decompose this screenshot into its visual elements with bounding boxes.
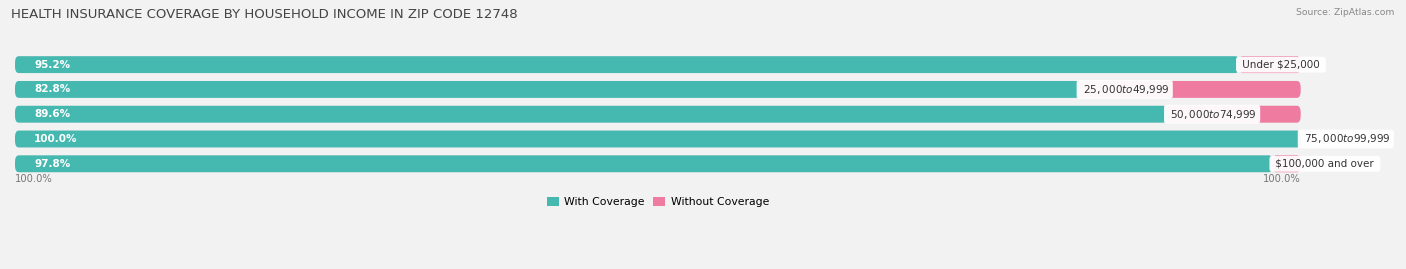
Text: 82.8%: 82.8% bbox=[34, 84, 70, 94]
FancyBboxPatch shape bbox=[15, 56, 1301, 73]
FancyBboxPatch shape bbox=[1167, 106, 1301, 123]
Text: $25,000 to $49,999: $25,000 to $49,999 bbox=[1080, 83, 1170, 96]
Text: $50,000 to $74,999: $50,000 to $74,999 bbox=[1167, 108, 1257, 121]
Text: 89.6%: 89.6% bbox=[34, 109, 70, 119]
FancyBboxPatch shape bbox=[1080, 81, 1301, 98]
Text: 100.0%: 100.0% bbox=[34, 134, 77, 144]
FancyBboxPatch shape bbox=[1272, 155, 1301, 172]
Text: Source: ZipAtlas.com: Source: ZipAtlas.com bbox=[1296, 8, 1395, 17]
Text: 97.8%: 97.8% bbox=[34, 159, 70, 169]
Text: $75,000 to $99,999: $75,000 to $99,999 bbox=[1301, 133, 1391, 146]
Text: 100.0%: 100.0% bbox=[1263, 174, 1301, 184]
FancyBboxPatch shape bbox=[15, 155, 1301, 172]
FancyBboxPatch shape bbox=[15, 106, 1167, 123]
FancyBboxPatch shape bbox=[15, 81, 1080, 98]
FancyBboxPatch shape bbox=[15, 155, 1272, 172]
FancyBboxPatch shape bbox=[15, 130, 1301, 147]
FancyBboxPatch shape bbox=[15, 56, 1239, 73]
FancyBboxPatch shape bbox=[1239, 56, 1301, 73]
FancyBboxPatch shape bbox=[15, 81, 1301, 98]
Text: HEALTH INSURANCE COVERAGE BY HOUSEHOLD INCOME IN ZIP CODE 12748: HEALTH INSURANCE COVERAGE BY HOUSEHOLD I… bbox=[11, 8, 517, 21]
Text: 100.0%: 100.0% bbox=[15, 174, 53, 184]
FancyBboxPatch shape bbox=[15, 130, 1301, 147]
FancyBboxPatch shape bbox=[15, 106, 1301, 123]
Text: 95.2%: 95.2% bbox=[34, 60, 70, 70]
Legend: With Coverage, Without Coverage: With Coverage, Without Coverage bbox=[543, 193, 773, 212]
Text: Under $25,000: Under $25,000 bbox=[1239, 60, 1323, 70]
Text: $100,000 and over: $100,000 and over bbox=[1272, 159, 1378, 169]
